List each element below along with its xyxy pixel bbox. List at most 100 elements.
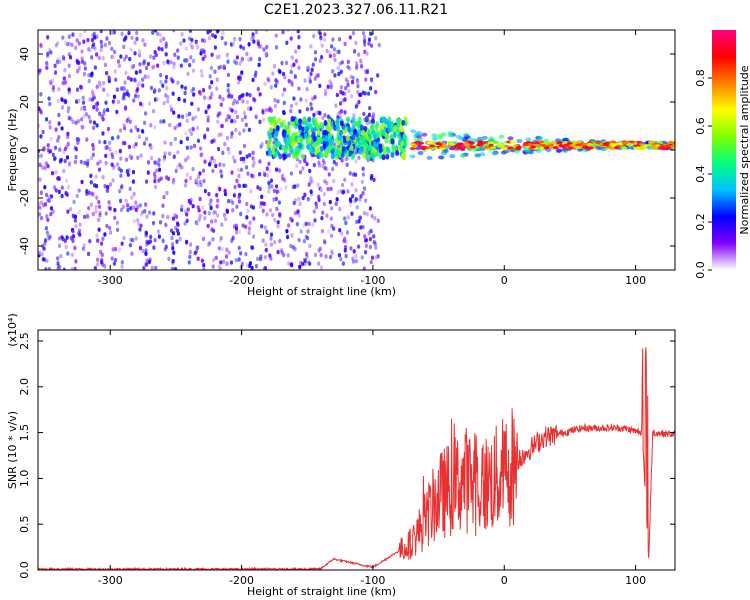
spectrogram-cell [595,140,602,144]
spectrogram-cell [220,222,224,227]
spectrogram-cell [135,30,139,36]
spectrogram-cell [555,148,562,153]
spectrogram-cell [328,79,332,84]
spectrogram-cell [222,162,226,168]
spectrogram-cell [87,114,91,120]
spectrogram-cell [38,70,41,76]
spectrogram-cell [41,129,45,135]
spectrogram-cell [215,213,220,218]
spectrogram-cell [387,120,392,127]
spectrogram-cell [114,150,118,155]
spectrogram-cell [159,38,163,43]
spectrogram-cell [448,142,455,146]
spectrogram-cell [68,162,72,168]
spectrogram-cell [267,184,271,190]
spectrogram-cell [164,222,168,228]
spectrogram-cell [246,171,250,176]
spectrogram-cell [214,163,218,169]
spectrogram-cell [133,51,137,56]
colorbar-ticks: 0.00.20.40.60.8 [694,69,712,279]
spectrogram-cell [159,72,163,78]
spectrogram-cell [110,152,114,157]
spectrogram-cell [281,92,285,97]
spectrogram-cell [70,267,74,270]
spectrogram-cell [421,132,428,137]
spectrogram-cell [237,257,241,262]
spectrogram-cell [305,106,310,112]
spectrogram-cell [74,154,78,160]
spectrogram-cell [289,136,294,143]
x-tick-label: 0 [501,574,508,587]
spectrogram-cell [357,99,361,105]
spectrogram-cell [323,119,328,126]
spectrogram-cell [265,229,269,235]
spectrogram-cell [239,44,243,49]
spectrogram-cell [61,236,65,242]
spectrogram-cell [123,105,128,110]
spectrogram-cell [172,64,176,70]
spectrogram-x-ticks: -300 -200 -100 0 100 [98,30,646,287]
spectrogram-cell [371,152,376,159]
spectrogram-cell [39,190,43,195]
spectrogram-cell [166,99,170,104]
spectrogram-cell [351,193,355,199]
spectrogram-cell [184,178,188,184]
spectrogram-cell [145,214,149,219]
spectrogram-cell [303,258,307,264]
spectrogram-cell [346,116,351,123]
spectrogram-cell [38,153,41,159]
spectrogram-cell [132,144,136,149]
spectrogram-cell [230,170,234,175]
spectrogram-cell [597,144,604,148]
spectrogram-cell [279,122,284,129]
spectrogram-cell [60,185,64,190]
spectrogram-cell [269,242,274,247]
spectrogram-cell [364,243,368,249]
spectrogram-cell [354,188,358,193]
spectrogram-cell [325,180,329,186]
spectrogram-cell [202,263,206,268]
spectrogram-cell [145,262,149,267]
spectrogram-cell [143,42,147,47]
spectrogram-cell [38,205,42,211]
spectrogram-cell [256,41,260,47]
spectrogram-cell [492,140,499,144]
spectrogram-cell [435,142,442,146]
spectrogram-cell [54,188,58,193]
spectrogram-cell [231,41,235,46]
spectrogram-cell [316,130,321,137]
spectrogram-cell [318,111,322,116]
spectrogram-cell [109,230,113,235]
spectrogram-cell [50,170,55,176]
spectrogram-cell [173,125,177,131]
spectrogram-cell [87,78,91,84]
spectrogram-cell [110,54,114,60]
spectrogram-cell [472,138,479,143]
spectrogram-cell [146,240,150,246]
spectrogram-cell [38,177,42,182]
spectrogram-cell [483,145,490,149]
y-tick-label: -20 [18,189,31,207]
spectrogram-cell [216,30,220,33]
spectrogram-cell [149,156,154,161]
spectrogram-cell [134,125,138,130]
spectrogram-cell [83,61,87,66]
spectrogram-cell [188,62,192,68]
spectrogram-cell [115,220,120,226]
spectrogram-cell [164,79,168,84]
spectrogram-cell [323,32,327,37]
spectrogram-cell [575,143,582,147]
spectrogram-cell [262,170,266,175]
spectrogram-cell [377,42,381,48]
spectrogram-cell [81,100,86,105]
spectrogram-cell [245,215,249,220]
spectrogram-cell [285,40,289,46]
spectrogram-cell [321,158,325,163]
spectrogram-cell [285,229,289,234]
spectrogram-cell [368,206,373,211]
spectrogram-cell [200,38,205,43]
spectrogram-cell [217,132,221,138]
spectrogram-cell [224,216,228,222]
spectrogram-cell [134,70,138,75]
